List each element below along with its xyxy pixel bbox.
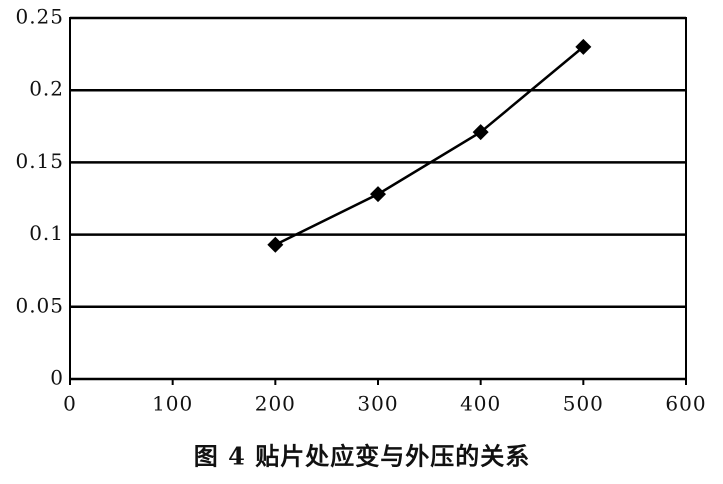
y-tick-label: 0.1 <box>29 221 64 245</box>
y-tick-label: 0.25 <box>15 5 64 29</box>
x-tick-label: 200 <box>255 392 296 416</box>
data-line <box>274 45 585 246</box>
y-tick-label: 0.05 <box>15 293 64 317</box>
data-point <box>472 124 489 141</box>
x-tick-label: 500 <box>563 392 604 416</box>
y-tick-label: 0.15 <box>15 149 64 173</box>
chart-title: 图 4 贴片处应变与外压的关系 <box>194 442 530 471</box>
x-tick-label: 300 <box>357 392 398 416</box>
data-point <box>575 38 592 55</box>
y-tick-label: 0 <box>50 366 64 390</box>
x-tick-label: 0 <box>63 392 77 416</box>
x-tick-label: 100 <box>152 392 193 416</box>
y-tick-label: 0.2 <box>29 77 64 101</box>
x-tick-label: 400 <box>460 392 501 416</box>
data-point <box>267 236 284 253</box>
x-tick-label: 600 <box>665 392 706 416</box>
data-point <box>370 186 386 203</box>
